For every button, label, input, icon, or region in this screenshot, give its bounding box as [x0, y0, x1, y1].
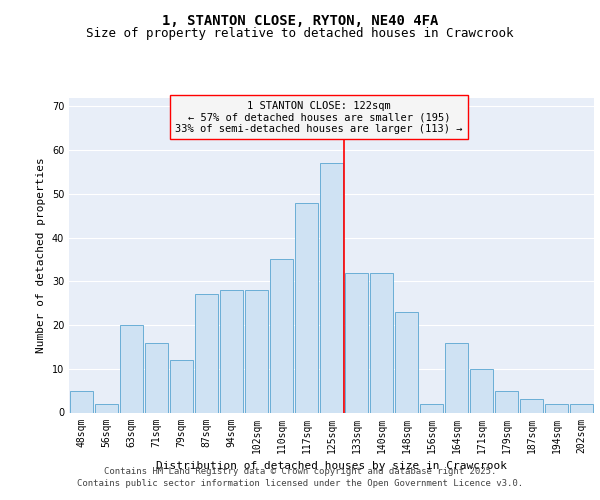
Bar [320, 163, 343, 412]
Bar [95, 404, 118, 412]
Bar [220, 290, 243, 412]
X-axis label: Distribution of detached houses by size in Crawcrook: Distribution of detached houses by size … [156, 461, 507, 471]
Y-axis label: Number of detached properties: Number of detached properties [36, 157, 46, 353]
Bar [445, 342, 468, 412]
Bar [145, 342, 168, 412]
Bar [470, 369, 493, 412]
Bar [495, 390, 518, 412]
Bar [170, 360, 193, 412]
Bar [420, 404, 443, 412]
Bar [120, 325, 143, 412]
Bar [570, 404, 593, 412]
Bar [270, 260, 293, 412]
Text: Contains HM Land Registry data © Crown copyright and database right 2025.
Contai: Contains HM Land Registry data © Crown c… [77, 466, 523, 487]
Bar [70, 390, 93, 412]
Bar [345, 272, 368, 412]
Bar [520, 400, 543, 412]
Bar [395, 312, 418, 412]
Bar [245, 290, 268, 412]
Bar [370, 272, 393, 412]
Text: Size of property relative to detached houses in Crawcrook: Size of property relative to detached ho… [86, 28, 514, 40]
Text: 1, STANTON CLOSE, RYTON, NE40 4FA: 1, STANTON CLOSE, RYTON, NE40 4FA [162, 14, 438, 28]
Bar [295, 202, 318, 412]
Bar [545, 404, 568, 412]
Bar [195, 294, 218, 412]
Text: 1 STANTON CLOSE: 122sqm
← 57% of detached houses are smaller (195)
33% of semi-d: 1 STANTON CLOSE: 122sqm ← 57% of detache… [175, 100, 463, 134]
